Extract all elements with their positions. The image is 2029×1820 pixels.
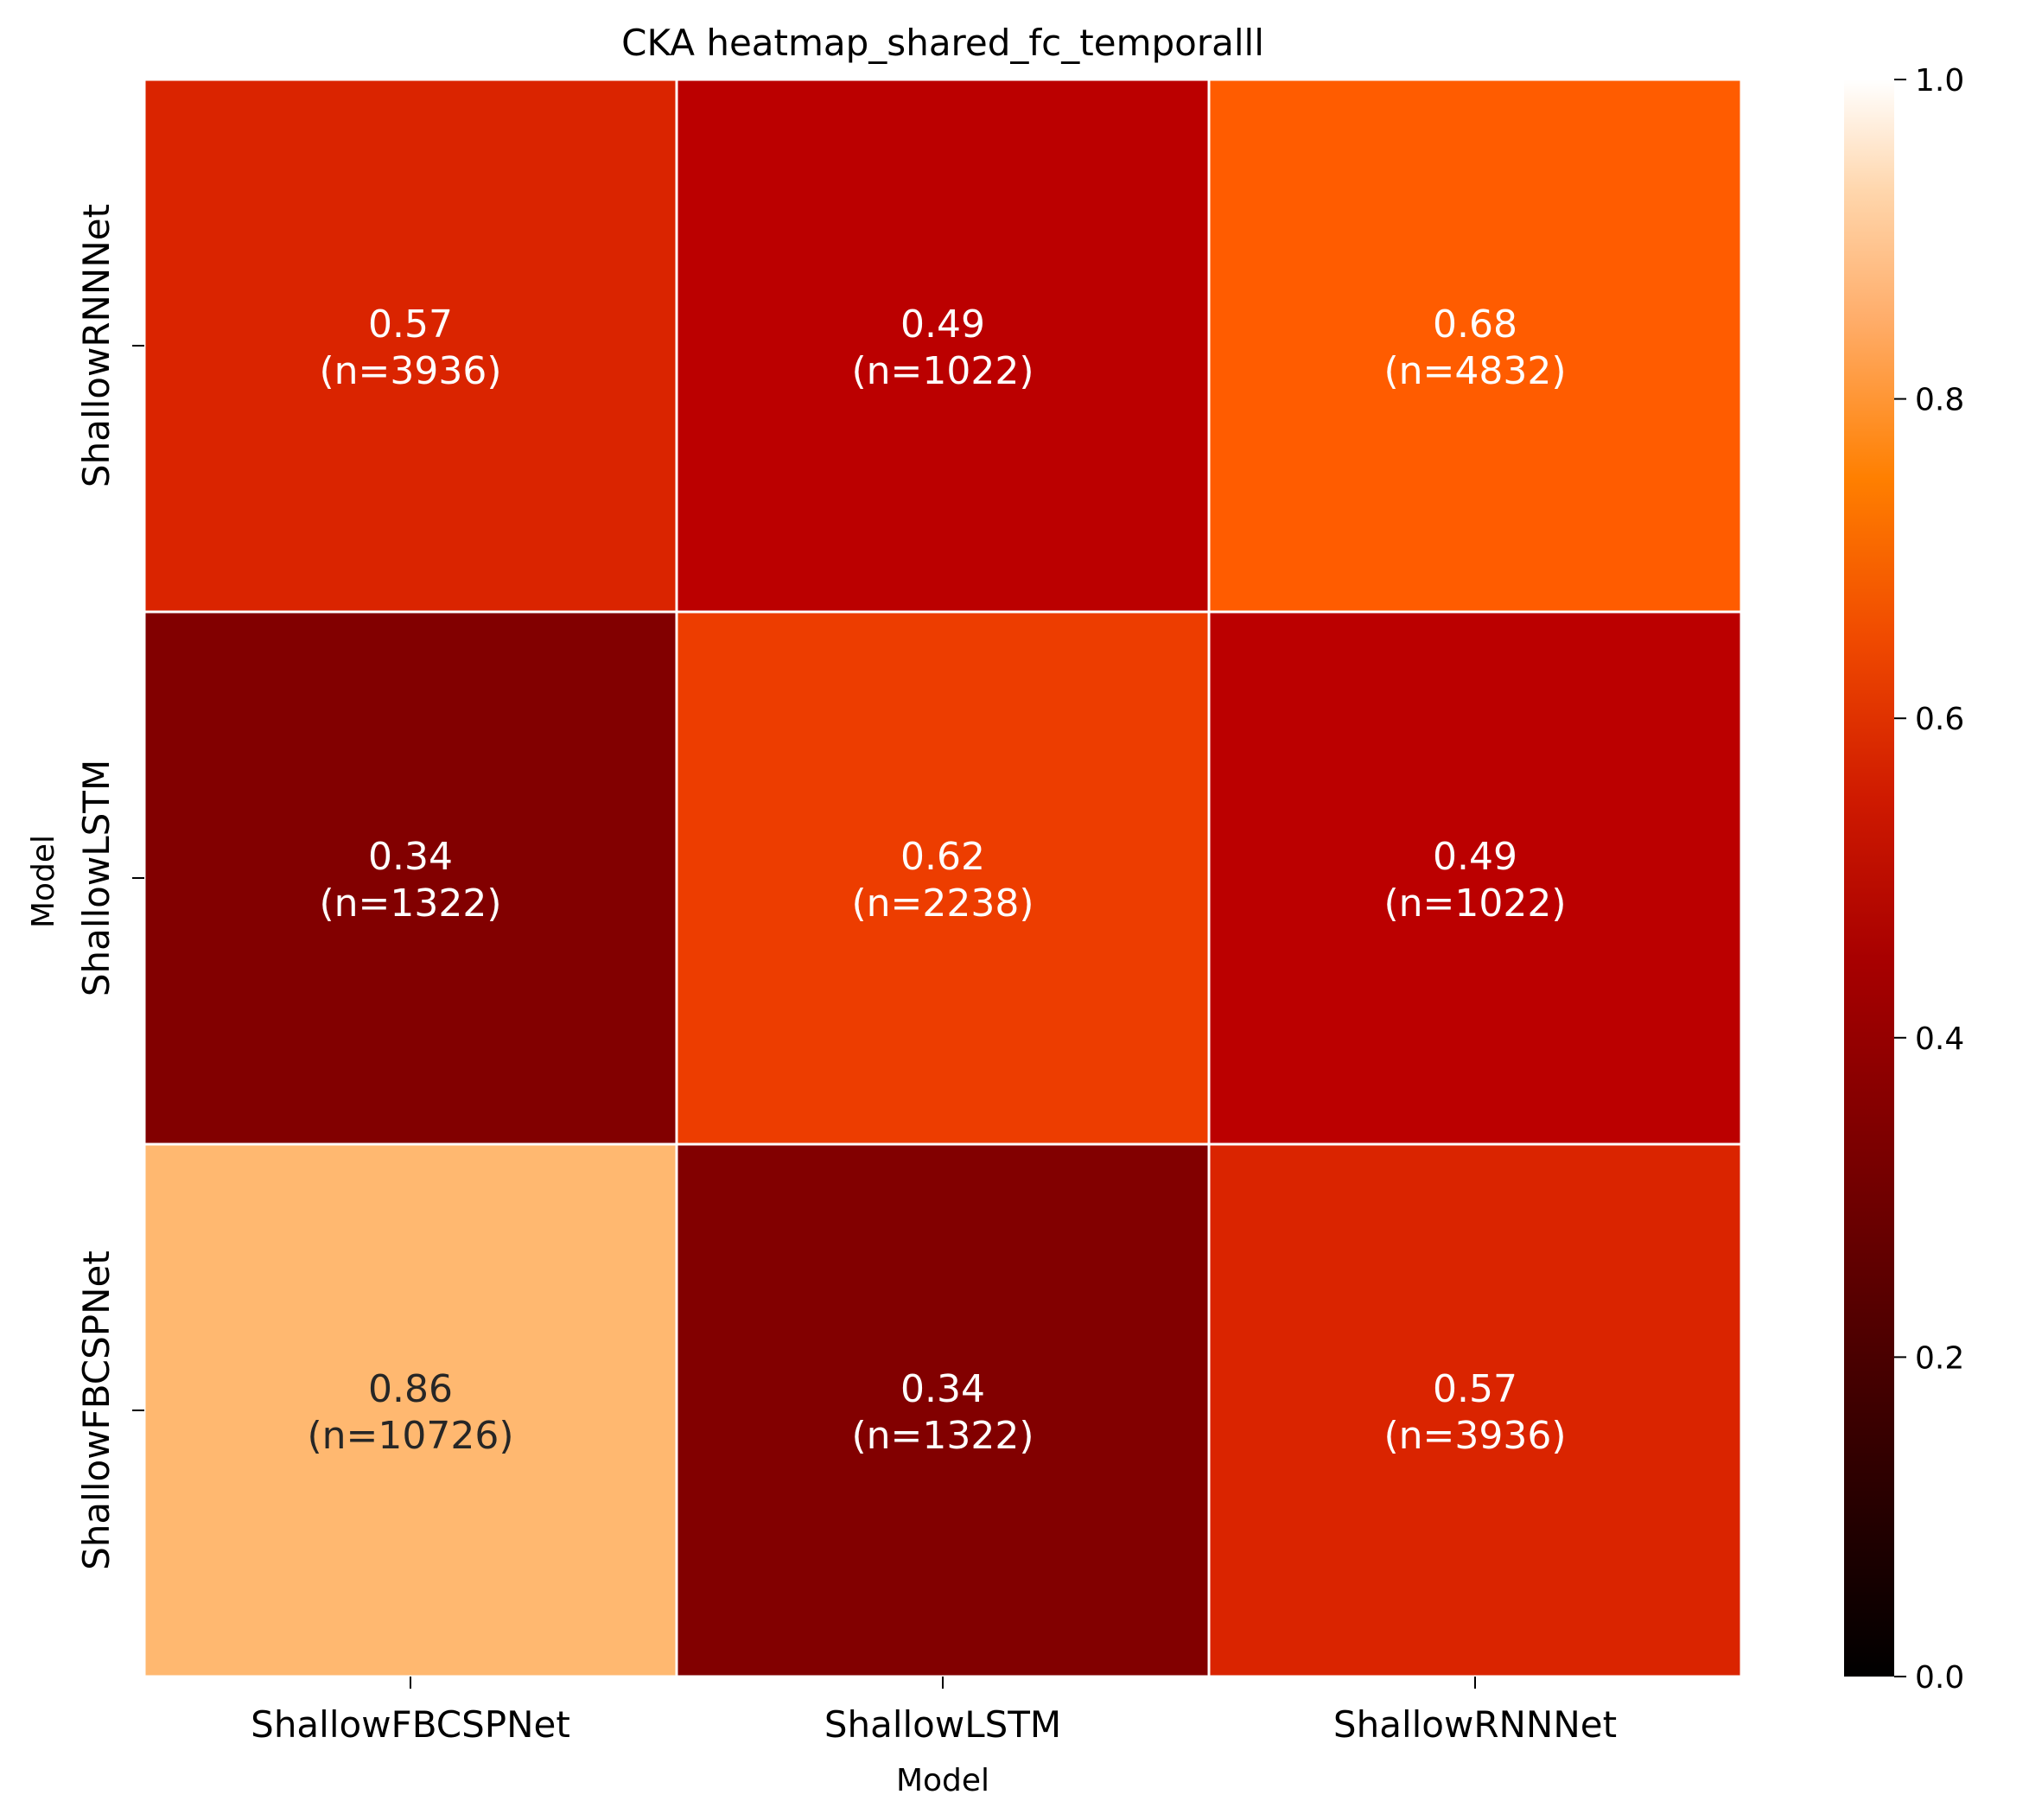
cell-value-label: 0.49 <box>900 302 985 347</box>
cell-value-label: 0.49 <box>1433 835 1517 879</box>
x-axis-label: Model <box>896 1763 989 1798</box>
heatmap-cell <box>143 1142 678 1678</box>
x-tick-label: ShallowRNNNet <box>1333 1703 1617 1746</box>
colorbar: 0.0 0.2 0.4 0.6 0.8 1.0 <box>1844 63 1964 1696</box>
x-tick-label: ShallowLSTM <box>824 1703 1061 1746</box>
heatmap-cell <box>675 78 1211 614</box>
cell-value-label: 0.62 <box>900 835 985 879</box>
cell-value-label: 0.57 <box>368 302 453 347</box>
colorbar-tick-label: 0.6 <box>1915 702 1964 737</box>
y-tick-label: ShallowFBCSPNet <box>75 1250 118 1570</box>
cell-value-label: 0.86 <box>368 1367 453 1411</box>
heatmap-cell <box>1207 78 1743 614</box>
y-axis-label: Model <box>26 835 61 928</box>
cell-count-label: (n=1322) <box>319 881 501 926</box>
cell-count-label: (n=1322) <box>851 1414 1034 1458</box>
cell-count-label: (n=4832) <box>1383 349 1566 393</box>
cell-count-label: (n=1022) <box>851 349 1034 393</box>
heatmap-cells: 0.57(n=3936)0.49(n=1022)0.68(n=4832)0.34… <box>143 78 1743 1678</box>
colorbar-tick-label: 1.0 <box>1915 63 1964 99</box>
heatmap-cell <box>143 78 678 614</box>
heatmap-cell <box>1207 610 1743 1146</box>
cell-count-label: (n=3936) <box>319 349 501 393</box>
colorbar-tick-label: 0.2 <box>1915 1340 1964 1376</box>
colorbar-tick-label: 0.4 <box>1915 1021 1964 1057</box>
y-axis: ShallowRNNNet ShallowLSTM ShallowFBCSPNet <box>75 204 144 1570</box>
cell-value-label: 0.34 <box>368 835 453 879</box>
cell-count-label: (n=2238) <box>851 881 1034 926</box>
cell-value-label: 0.68 <box>1433 302 1517 347</box>
y-tick-label: ShallowRNNNet <box>75 204 118 487</box>
heatmap-cell <box>675 610 1211 1146</box>
y-tick-label: ShallowLSTM <box>75 760 118 996</box>
x-axis: ShallowFBCSPNet ShallowLSTM ShallowRNNNet <box>251 1677 1617 1746</box>
heatmap-cell <box>143 610 678 1146</box>
colorbar-tick-label: 0.8 <box>1915 383 1964 418</box>
cell-value-label: 0.57 <box>1433 1367 1517 1411</box>
cell-count-label: (n=10726) <box>307 1414 513 1458</box>
colorbar-tick-label: 0.0 <box>1915 1660 1964 1696</box>
cell-value-label: 0.34 <box>900 1367 985 1411</box>
chart-title: CKA heatmap_shared_fc_temporalll <box>621 22 1264 64</box>
colorbar-gradient <box>1844 80 1894 1677</box>
x-tick-label: ShallowFBCSPNet <box>251 1703 570 1746</box>
heatmap-cell <box>675 1142 1211 1678</box>
cell-count-label: (n=1022) <box>1383 881 1566 926</box>
cell-count-label: (n=3936) <box>1383 1414 1566 1458</box>
